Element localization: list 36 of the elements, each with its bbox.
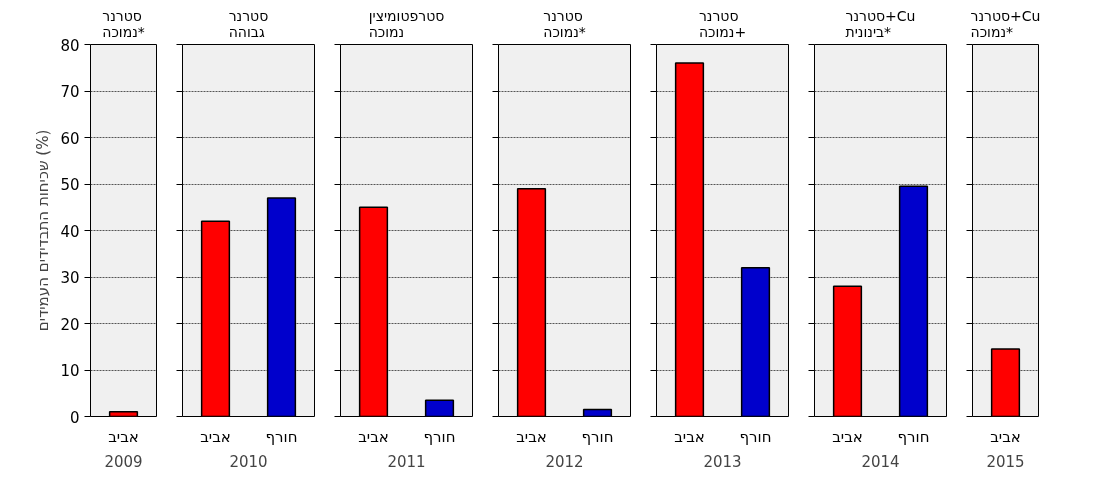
y-tick-label: 70	[60, 83, 80, 101]
x-tick-label: אביב	[832, 427, 863, 446]
chart-title: סטרנר נמוכה*	[543, 7, 586, 40]
y-tick-label: 80	[60, 36, 80, 55]
y-tick-label: 60	[60, 129, 80, 148]
x-tick-label: אביב	[200, 427, 231, 446]
x-axis-title: 2014	[861, 452, 900, 471]
x-axis-title: 2009	[104, 452, 143, 471]
chart-title: סטרנר נמוכה*	[102, 7, 145, 40]
chart-title: סטרנר נמוכה+	[698, 7, 747, 40]
chart-title: סטרנר גבוהה	[228, 7, 269, 40]
x-axis-title: 2010	[229, 452, 268, 471]
x-tick-label: אביב	[108, 427, 139, 446]
x-tick-label: אביב	[358, 427, 389, 446]
y-tick-label: 20	[60, 315, 80, 334]
x-tick-label: חורף	[897, 427, 930, 446]
x-axis-title: 2013	[703, 452, 742, 471]
x-axis-title: 2012	[545, 452, 584, 471]
y-tick-label: 10	[60, 362, 80, 380]
y-tick-label: 40	[60, 222, 80, 241]
x-axis-title: 2015	[986, 452, 1025, 471]
chart-title: סטרנר+Cu בינונית*	[845, 7, 916, 40]
y-tick-label: 30	[60, 269, 80, 287]
chart-title: סטרפטומיצין נמוכה	[368, 7, 445, 40]
x-tick-label: אביב	[990, 427, 1021, 446]
x-tick-label: חורף	[581, 427, 614, 446]
x-tick-label: חורף	[265, 427, 298, 446]
chart-title: סטרנר+Cu נמוכה*	[970, 7, 1041, 40]
y-tick-label: 0	[69, 408, 80, 427]
y-tick-label: 50	[60, 176, 80, 194]
x-axis-title: 2011	[387, 452, 426, 471]
x-tick-label: אביב	[674, 427, 705, 446]
y-axis-title: שכיחות התבדידים העמידים (%)	[34, 129, 53, 332]
x-tick-label: חורף	[423, 427, 456, 446]
x-tick-label: אביב	[516, 427, 547, 446]
x-tick-label: חורף	[739, 427, 772, 446]
